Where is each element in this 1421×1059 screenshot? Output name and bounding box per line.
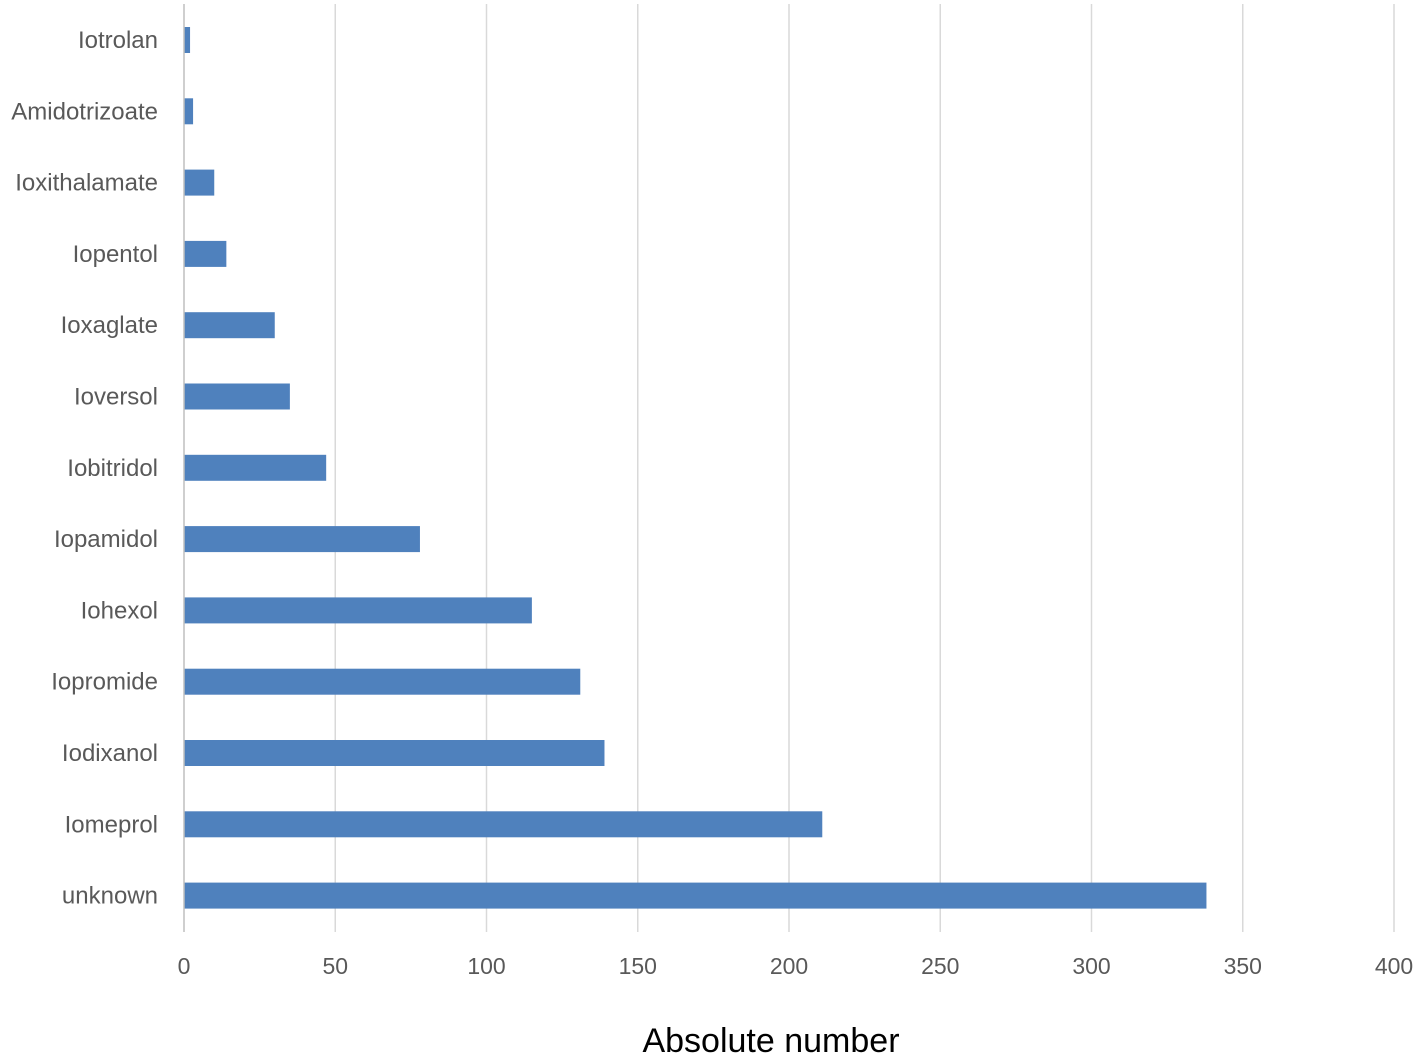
category-label: Iopamidol	[54, 526, 158, 553]
bars	[184, 27, 1207, 909]
category-label: Iodixanol	[62, 740, 158, 767]
x-tick-label: 250	[921, 953, 959, 979]
category-label: Iopentol	[73, 241, 158, 268]
x-axis-title: Absolute number	[642, 1022, 899, 1059]
bar-iomeprol	[184, 811, 823, 838]
bar-unknown	[184, 882, 1207, 909]
x-tick-label: 0	[178, 953, 191, 979]
category-label: Iopromide	[51, 669, 158, 696]
x-tick-label: 50	[322, 953, 348, 979]
category-label: Ioxaglate	[61, 312, 158, 339]
category-labels: Iotrolan Amidotrizoate Ioxithalamate Iopent…	[11, 27, 158, 910]
bar-iotrolan	[184, 27, 191, 53]
x-tick-label: 300	[1072, 953, 1110, 979]
category-label: Iohexol	[81, 597, 158, 624]
category-label: unknown	[62, 883, 158, 910]
category-label: Ioxithalamate	[15, 170, 158, 197]
category-label: Ioversol	[74, 384, 158, 411]
bar-amidotrizoate	[184, 98, 194, 125]
gridlines	[334, 4, 1395, 932]
bar-iopamidol	[184, 526, 420, 553]
bar-iohexol	[184, 597, 532, 624]
x-tick-labels: 0 50 100 150 200 250 300 350 400	[178, 953, 1414, 979]
bar-ioversol	[184, 383, 290, 410]
bar-iopentol	[184, 240, 227, 267]
x-tick-label: 400	[1375, 953, 1413, 979]
x-tick-label: 350	[1224, 953, 1262, 979]
x-tick-label: 200	[770, 953, 808, 979]
bar-iopromide	[184, 668, 581, 695]
bar-ioxaglate	[184, 312, 275, 339]
category-label: Amidotrizoate	[11, 98, 158, 125]
x-tick-label: 100	[467, 953, 505, 979]
x-tick-label: 150	[619, 953, 657, 979]
category-label: Iobitridol	[67, 455, 158, 482]
category-label: Iomeprol	[65, 811, 158, 838]
bar-ioxithalamate	[184, 169, 215, 196]
bar-iobitridol	[184, 454, 327, 481]
bar-iodixanol	[184, 740, 605, 766]
category-label: Iotrolan	[78, 27, 158, 54]
